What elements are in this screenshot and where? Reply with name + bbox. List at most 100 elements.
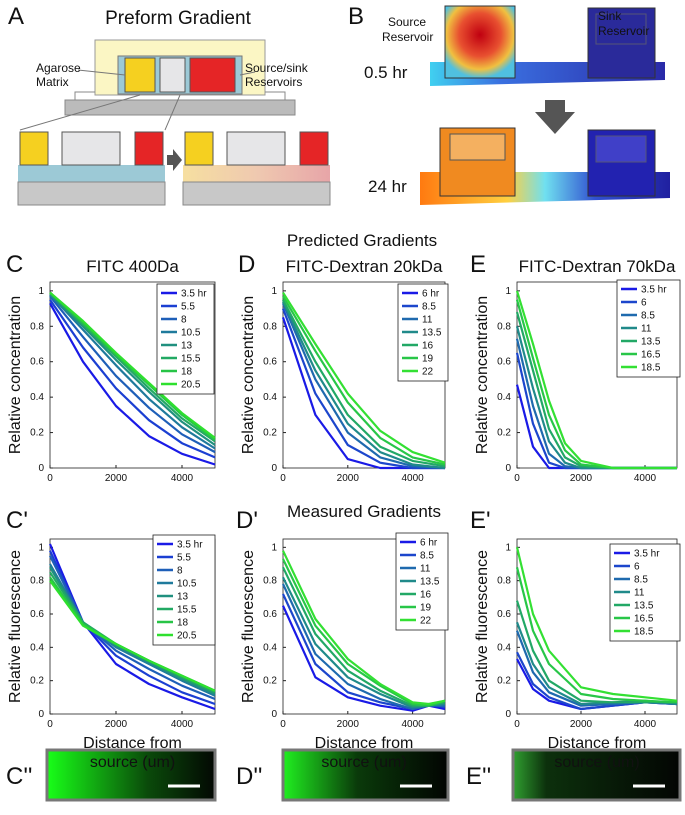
y-tick-label: 0.4 xyxy=(497,642,511,653)
legend-label: 11 xyxy=(422,315,433,326)
y-tick-label: 0 xyxy=(271,709,277,720)
chart: 0 0.2 0.4 0.6 0.8 1 0 2000 4000 Relative fluoresc… xyxy=(7,534,216,771)
micrographs xyxy=(45,748,682,802)
y-tick-label: 0.8 xyxy=(30,321,44,332)
x-tick-label: 4000 xyxy=(634,719,657,730)
legend-label: 5.5 xyxy=(177,553,191,564)
panel-label: C xyxy=(6,251,23,278)
y-tick-label: 1 xyxy=(271,286,277,297)
y-tick-label: 0.6 xyxy=(497,609,511,620)
legend-label: 6 xyxy=(641,298,647,309)
legend-label: 8 xyxy=(181,315,187,326)
panel-label: C'' xyxy=(6,763,33,790)
chart-title: FITC-Dextran 20kDa xyxy=(286,257,443,276)
y-tick-label: 1 xyxy=(38,542,44,553)
series-line xyxy=(49,580,216,692)
x-tick-label: 2000 xyxy=(337,473,360,484)
x-axis-label: source (um) xyxy=(321,754,406,771)
panel-label: A xyxy=(8,3,24,30)
support xyxy=(74,91,286,100)
y-tick-label: 1 xyxy=(271,542,277,553)
legend-label: 18.5 xyxy=(641,363,661,374)
label: Agarose xyxy=(36,61,81,75)
legend-label: 5.5 xyxy=(181,302,195,313)
panel-label: C' xyxy=(6,507,28,534)
arrow xyxy=(535,100,575,134)
y-tick-label: 0.2 xyxy=(30,676,44,687)
x-tick-label: 4000 xyxy=(401,719,424,730)
legend-label: 18 xyxy=(177,618,189,629)
legend-label: 20.5 xyxy=(177,631,197,642)
legend-label: 3.5 hr xyxy=(177,540,203,551)
y-axis-label: Relative fluorescence xyxy=(240,550,257,703)
y-tick-label: 0.8 xyxy=(263,321,277,332)
rim xyxy=(595,13,647,45)
reservoir xyxy=(19,131,49,166)
series-line xyxy=(515,600,677,704)
y-tick-label: 0.8 xyxy=(30,576,44,587)
legend-label: 10.5 xyxy=(177,579,197,590)
x-tick-label: 2000 xyxy=(105,719,128,730)
label: Reservoirs xyxy=(245,75,302,89)
y-tick-label: 0 xyxy=(38,463,44,474)
panel-label: E' xyxy=(470,507,491,534)
series-line xyxy=(281,308,445,470)
y-tick-label: 0.6 xyxy=(30,357,44,368)
series-line xyxy=(282,292,446,464)
y-tick-label: 0.4 xyxy=(30,642,44,653)
chart: 0 0.2 0.4 0.6 0.8 1 0 2000 4000 FITC-Dextran 70kD… xyxy=(474,257,681,484)
panel-label: E xyxy=(470,251,486,278)
legend-label: 3.5 hr xyxy=(641,285,667,296)
legend-box xyxy=(156,283,215,395)
y-tick-label: 0.2 xyxy=(497,428,511,439)
y-tick-label: 0.6 xyxy=(263,357,277,368)
label: Reservoir xyxy=(382,30,433,44)
legend-label: 16 xyxy=(420,590,432,601)
time-label: 24 hr xyxy=(368,177,407,196)
chart: 0 0.2 0.4 0.6 0.8 1 0 2000 4000 Relative fluoresc… xyxy=(240,532,449,771)
legend-label: 13.5 xyxy=(422,328,442,339)
y-tick-label: 0.4 xyxy=(497,392,511,403)
legend-label: 3.5 hr xyxy=(634,549,660,560)
reservoir xyxy=(184,131,214,166)
x-tick-label: 0 xyxy=(514,719,520,730)
legend-box xyxy=(152,534,216,646)
panel-labels: C D E C' D' E' C'' D'' E'' xyxy=(6,251,491,790)
y-tick-label: 0 xyxy=(505,709,511,720)
section-title: Measured Gradients xyxy=(287,502,441,521)
legend-label: 11 xyxy=(420,564,431,575)
y-tick-label: 0 xyxy=(505,463,511,474)
channel xyxy=(18,165,165,182)
y-axis-label: Relative concentration xyxy=(474,296,491,454)
series-line xyxy=(49,293,216,446)
chart: 0 0.2 0.4 0.6 0.8 1 0 2000 4000 FITC 400Da Relativ… xyxy=(7,257,216,484)
legend-label: 8.5 xyxy=(422,302,436,313)
panel-b: B Source Reservoir Sink Reservoir 0.5 hr… xyxy=(348,3,670,205)
label: Reservoir xyxy=(598,24,649,38)
legend-label: 10.5 xyxy=(181,328,201,339)
y-tick-label: 0.4 xyxy=(263,642,277,653)
x-tick-label: 0 xyxy=(514,473,520,484)
legend-label: 8.5 xyxy=(641,311,655,322)
reservoir xyxy=(124,57,156,93)
x-axis-label: Distance from xyxy=(548,735,647,752)
pointer xyxy=(19,69,256,131)
micrograph xyxy=(45,748,217,802)
y-tick-label: 1 xyxy=(505,286,511,297)
panel-title: Preform Gradient xyxy=(105,8,251,29)
x-tick-label: 2000 xyxy=(105,473,128,484)
label: Matrix xyxy=(36,75,69,89)
x-axis-label: source (um) xyxy=(90,754,175,771)
base xyxy=(17,181,166,206)
y-tick-label: 0.2 xyxy=(30,428,44,439)
y-axis-label: Relative concentration xyxy=(7,296,24,454)
legend-label: 13 xyxy=(177,592,189,603)
matrix xyxy=(61,131,121,166)
rim xyxy=(449,133,506,161)
legend-label: 8 xyxy=(177,566,183,577)
legend-label: 22 xyxy=(420,616,432,627)
y-tick-label: 0.2 xyxy=(497,676,511,687)
y-tick-label: 0.6 xyxy=(497,357,511,368)
